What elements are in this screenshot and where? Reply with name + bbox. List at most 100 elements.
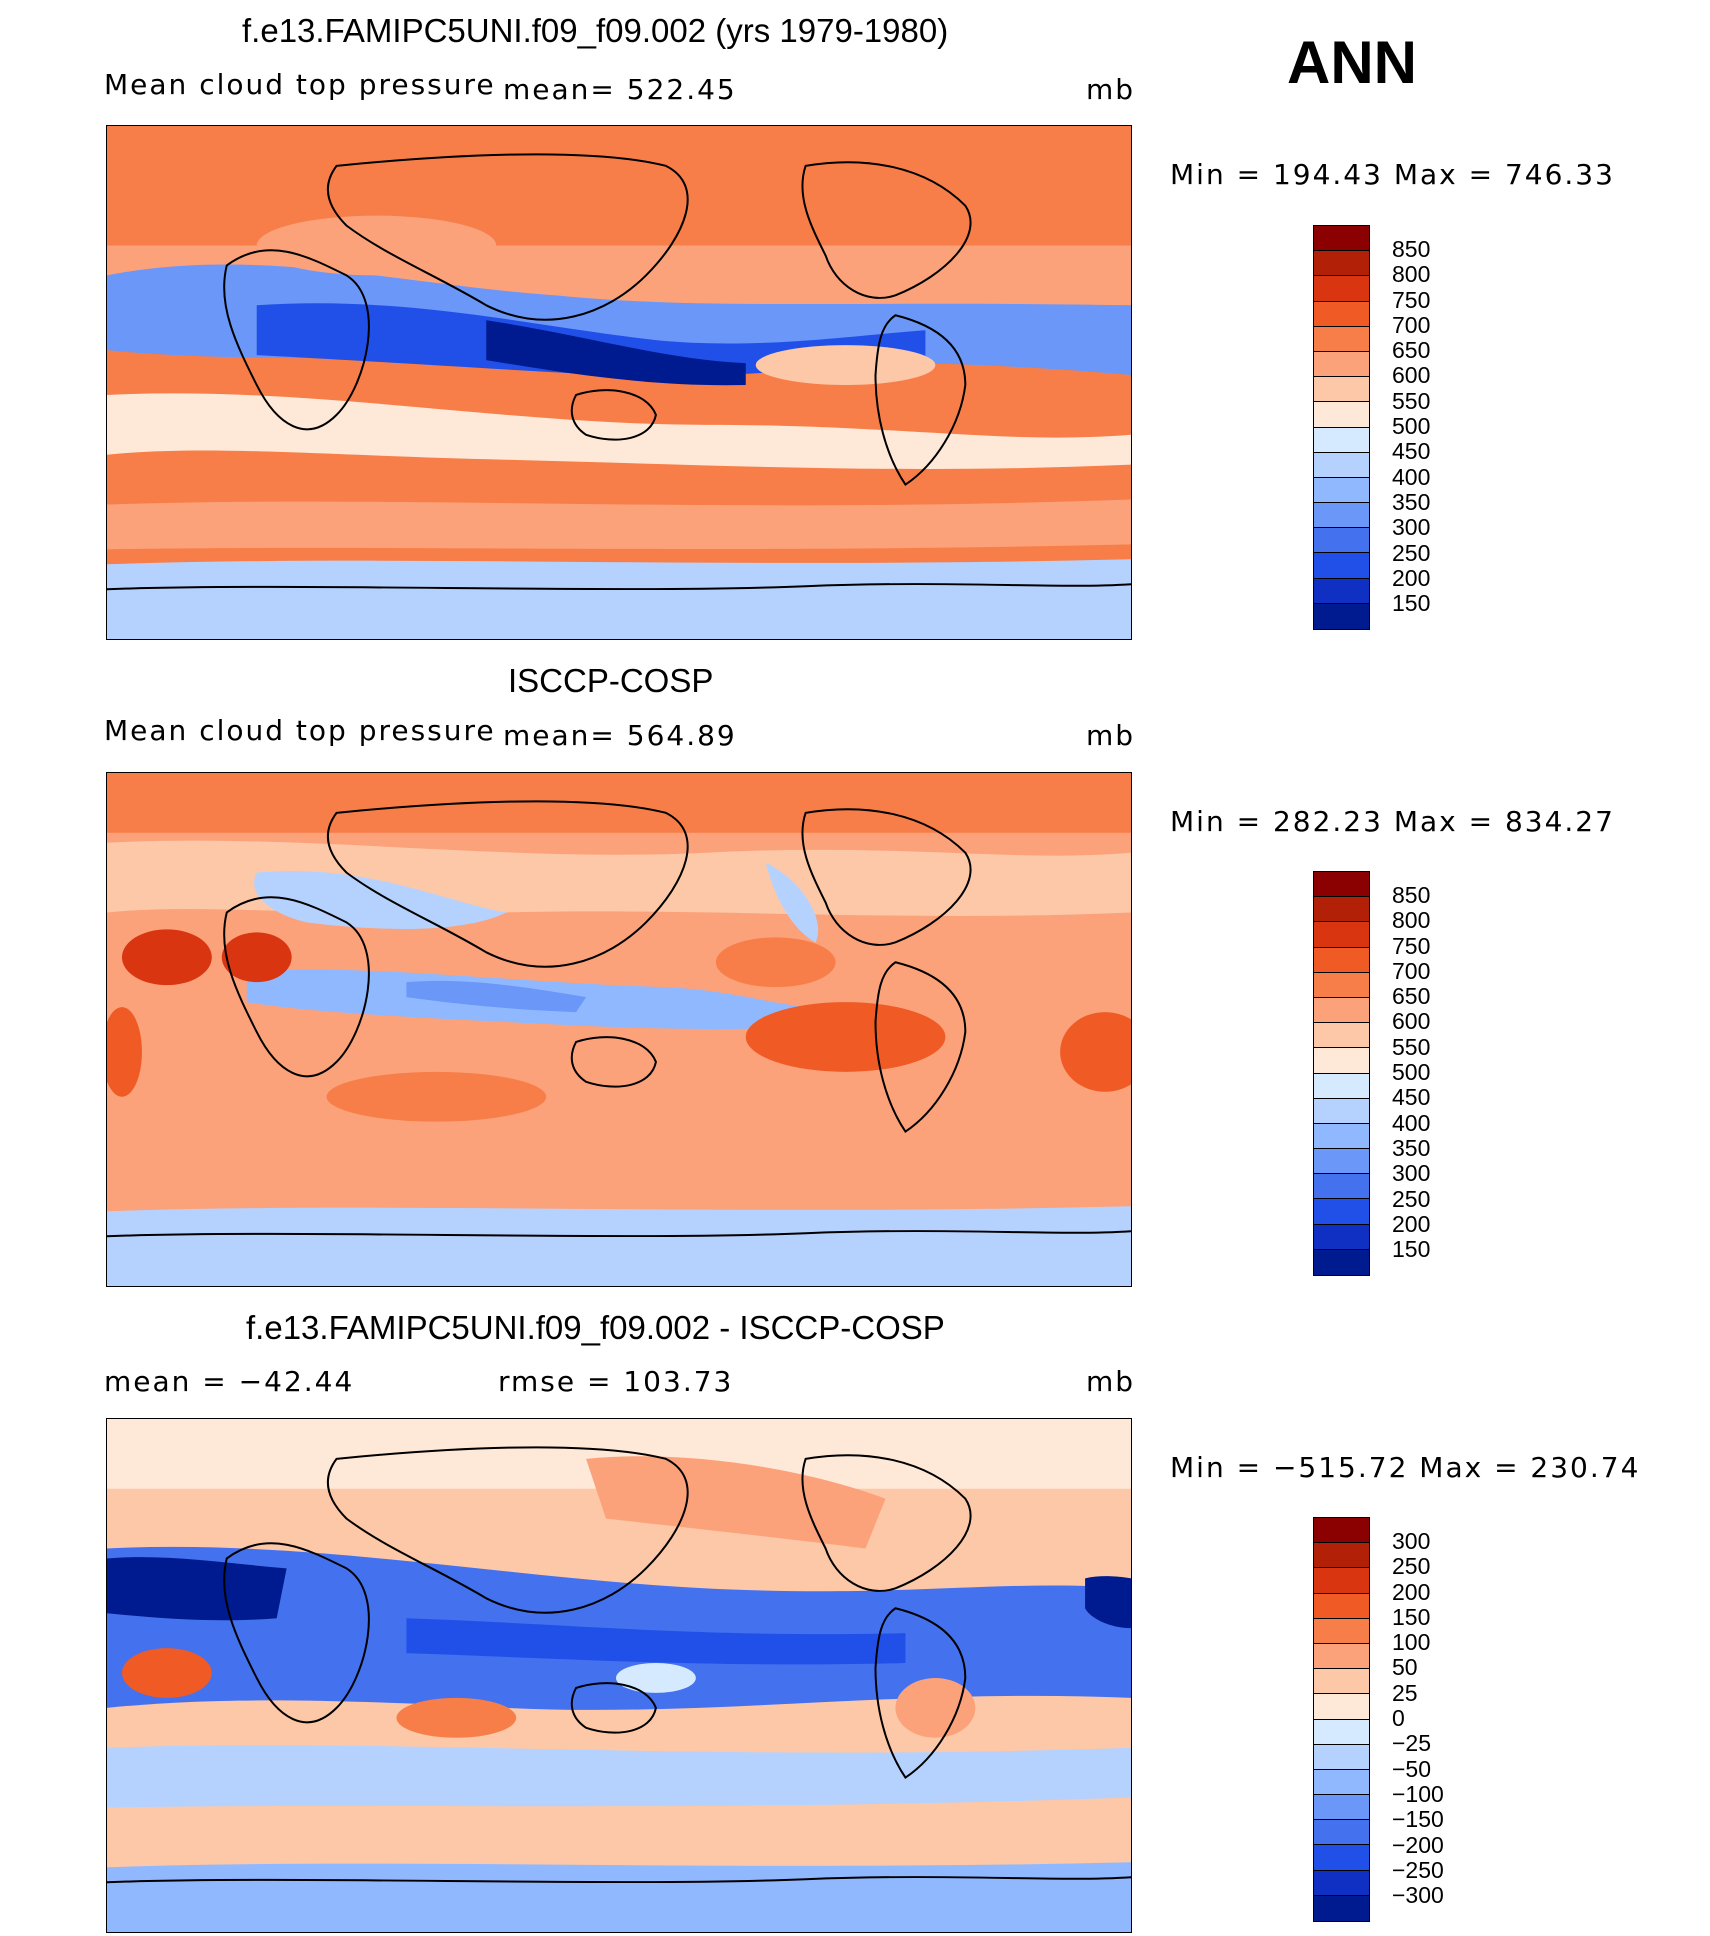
colorbar-swatch [1314, 477, 1369, 504]
colorbar-swatch [1314, 1073, 1369, 1099]
panel2-map [106, 772, 1132, 1287]
panel3-colorbar-ticks: 300 250 200 150 100 50 25 0 −25 −50 −100 −150 −200 −2… [1392, 1528, 1444, 1909]
panel1-title: f.e13.FAMIPC5UNI.f09_f09.002 (yrs 1979-1… [242, 12, 949, 49]
colorbar-swatch [1314, 603, 1369, 629]
colorbar-tick-label: −25 [1392, 1730, 1432, 1757]
panel1-map [106, 125, 1132, 640]
panel1-variable-label: Mean cloud top pressure [104, 68, 496, 101]
colorbar-tick-label: 450 [1392, 438, 1431, 465]
colorbar-swatch [1314, 276, 1369, 302]
panel2-map-canvas [107, 773, 1131, 1286]
colorbar-tick-label: 50 [1392, 1654, 1418, 1681]
colorbar-swatch [1314, 553, 1369, 579]
panel1-map-canvas [107, 126, 1131, 639]
colorbar-swatch [1314, 1199, 1369, 1225]
panel1-min-max: Min = 194.43 Max = 746.33 [1170, 158, 1615, 191]
colorbar-swatch [1314, 226, 1369, 252]
colorbar-swatch [1314, 1618, 1369, 1644]
colorbar-swatch [1314, 972, 1369, 998]
panel1-units: mb [1086, 73, 1136, 106]
colorbar-tick-label: −250 [1392, 1856, 1444, 1883]
colorbar-swatch [1314, 1123, 1369, 1150]
colorbar-swatch [1314, 1568, 1369, 1594]
colorbar-swatch [1314, 301, 1369, 327]
colorbar-swatch [1314, 1048, 1369, 1074]
colorbar-tick-label: 350 [1392, 1134, 1431, 1161]
colorbar-swatch [1314, 1249, 1369, 1275]
panel1-colorbar [1313, 225, 1370, 630]
colorbar-swatch [1314, 452, 1369, 478]
colorbar-tick-label: 850 [1392, 236, 1431, 262]
colorbar-tick-label: 150 [1392, 590, 1431, 617]
colorbar-swatch [1314, 1098, 1369, 1124]
colorbar-swatch [1314, 1518, 1369, 1544]
colorbar-tick-label: 200 [1392, 1578, 1431, 1605]
colorbar-swatch [1314, 1593, 1369, 1619]
colorbar-tick-label: 550 [1392, 387, 1431, 414]
colorbar-tick-label: −300 [1392, 1882, 1444, 1909]
colorbar-tick-label: 150 [1392, 1603, 1431, 1630]
colorbar-tick-label: 300 [1392, 1528, 1431, 1554]
colorbar-swatch [1314, 351, 1369, 378]
colorbar-swatch [1314, 872, 1369, 898]
colorbar-swatch [1314, 1870, 1369, 1896]
colorbar-swatch [1314, 1543, 1369, 1569]
colorbar-tick-label: 200 [1392, 564, 1431, 591]
colorbar-swatch [1314, 377, 1369, 403]
colorbar-swatch [1314, 1174, 1369, 1200]
colorbar-tick-label: 150 [1392, 1236, 1431, 1263]
colorbar-tick-label: 350 [1392, 488, 1431, 515]
colorbar-swatch [1314, 1845, 1369, 1871]
colorbar-swatch [1314, 1023, 1369, 1049]
colorbar-swatch [1314, 1643, 1369, 1670]
panel2-colorbar-ticks: 850 800 750 700 650 600 550 500 450 400 350 300 250 2… [1392, 882, 1431, 1263]
colorbar-tick-label: −150 [1392, 1806, 1444, 1833]
panel3-mean-label: mean = −42.44 [104, 1365, 355, 1398]
colorbar-tick-label: 250 [1392, 1553, 1431, 1580]
colorbar-tick-label: 850 [1392, 882, 1431, 908]
colorbar-tick-label: 0 [1392, 1705, 1405, 1732]
colorbar-swatch [1314, 1820, 1369, 1846]
colorbar-tick-label: 800 [1392, 261, 1431, 288]
colorbar-tick-label: 250 [1392, 1185, 1431, 1212]
panel1-mean-label: mean= 522.45 [503, 73, 737, 106]
colorbar-tick-label: 200 [1392, 1210, 1431, 1237]
colorbar-swatch [1314, 1669, 1369, 1695]
panel3-rmse-label: rmse = 103.73 [498, 1365, 734, 1398]
season-label: ANN [1287, 29, 1417, 96]
panel2-min-max: Min = 282.23 Max = 834.27 [1170, 805, 1615, 838]
colorbar-swatch [1314, 578, 1369, 604]
colorbar-swatch [1314, 1769, 1369, 1796]
colorbar-swatch [1314, 528, 1369, 554]
colorbar-swatch [1314, 922, 1369, 948]
colorbar-tick-label: 750 [1392, 286, 1431, 313]
colorbar-swatch [1314, 1224, 1369, 1250]
panel3-map-canvas [107, 1419, 1131, 1932]
colorbar-tick-label: 700 [1392, 311, 1431, 338]
panel3-map [106, 1418, 1132, 1933]
colorbar-swatch [1314, 1895, 1369, 1921]
panel3-min-max: Min = −515.72 Max = 230.74 [1170, 1451, 1641, 1484]
colorbar-swatch [1314, 1795, 1369, 1821]
colorbar-tick-label: 650 [1392, 337, 1431, 364]
panel3-title: f.e13.FAMIPC5UNI.f09_f09.002 - ISCCP-COS… [246, 1309, 945, 1346]
colorbar-swatch [1314, 1719, 1369, 1745]
colorbar-tick-label: 25 [1392, 1679, 1418, 1706]
colorbar-tick-label: 300 [1392, 1160, 1431, 1187]
colorbar-tick-label: 500 [1392, 1059, 1431, 1086]
colorbar-swatch [1314, 947, 1369, 973]
colorbar-swatch [1314, 402, 1369, 428]
colorbar-swatch [1314, 1744, 1369, 1770]
colorbar-tick-label: −200 [1392, 1831, 1444, 1858]
colorbar-tick-label: 300 [1392, 514, 1431, 541]
panel2-title: ISCCP-COSP [508, 662, 714, 699]
colorbar-tick-label: 250 [1392, 539, 1431, 566]
panel1-colorbar-ticks: 850 800 750 700 650 600 550 500 450 400 350 300 250 2… [1392, 236, 1431, 617]
colorbar-tick-label: 500 [1392, 413, 1431, 440]
panel3-colorbar [1313, 1517, 1370, 1922]
panel2-mean-label: mean= 564.89 [503, 719, 737, 752]
colorbar-swatch [1314, 503, 1369, 529]
colorbar-tick-label: 600 [1392, 1008, 1431, 1035]
panel2-variable-label: Mean cloud top pressure [104, 714, 496, 747]
colorbar-tick-label: 700 [1392, 957, 1431, 984]
